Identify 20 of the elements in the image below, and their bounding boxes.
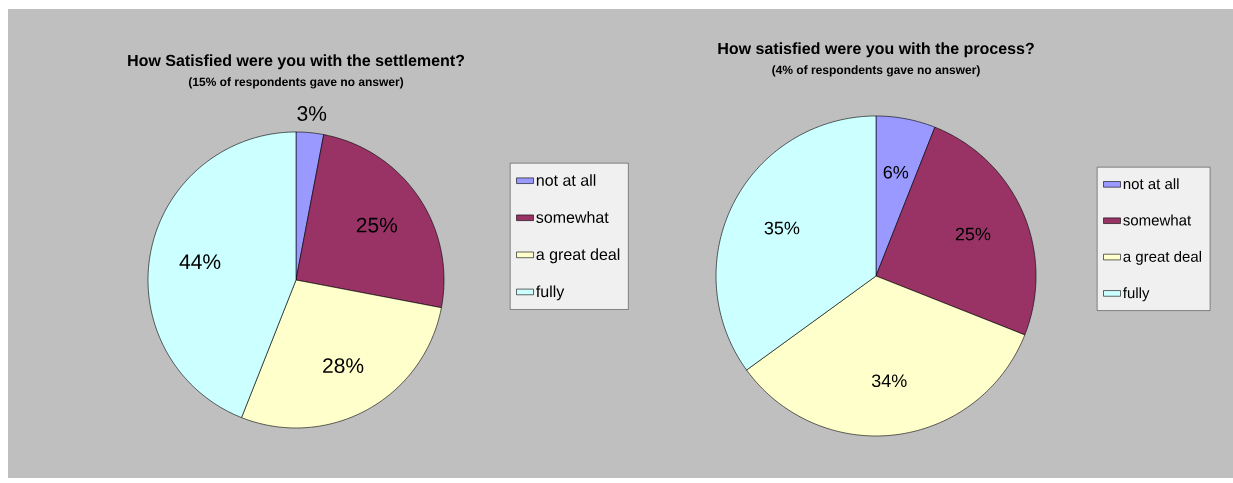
data-label: 35% — [764, 221, 800, 235]
legend-label: fully — [536, 285, 565, 301]
legend-label: somewhat — [536, 211, 609, 223]
legend-label: a great deal — [1123, 250, 1201, 265]
chart-subtitle: (15% of respondents gave no answer) — [188, 77, 404, 89]
data-label: 3% — [297, 106, 327, 121]
legend-label: somewhat — [1123, 214, 1192, 226]
data-label: 6% — [883, 165, 909, 179]
legend-label: fully — [1123, 287, 1150, 302]
chart-subtitle: (4% of respondents gave no answer) — [772, 65, 980, 77]
data-label: 25% — [356, 217, 398, 233]
legend-label: a great deal — [536, 248, 620, 264]
chart-title: How Satisfied were you with the settlement? — [128, 54, 465, 70]
legend-label: not at all — [1123, 178, 1179, 190]
data-label: 34% — [871, 374, 907, 388]
data-label: 44% — [179, 254, 221, 270]
legend-label: not at all — [536, 174, 596, 186]
data-label: 25% — [955, 227, 991, 241]
data-label: 28% — [323, 358, 364, 374]
chart-title: How satisfied were you with the process? — [718, 42, 1034, 58]
